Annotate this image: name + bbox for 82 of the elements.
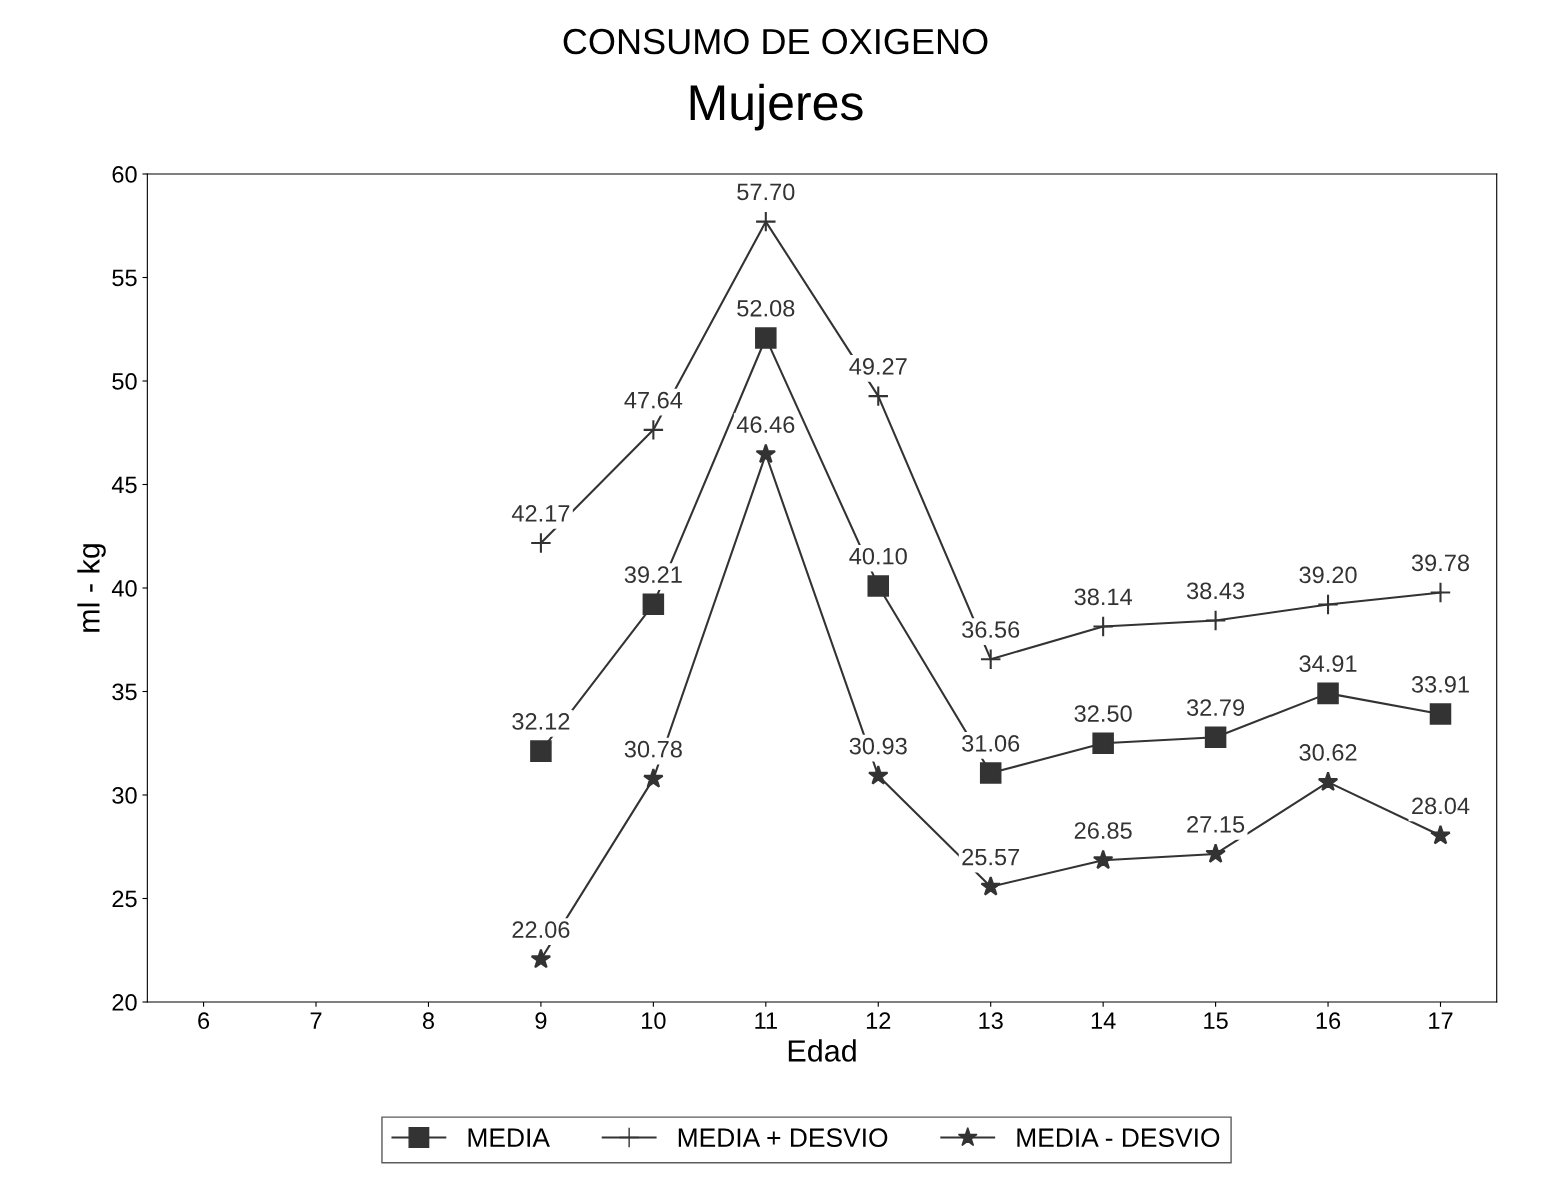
- data-label: 32.12: [512, 713, 570, 730]
- y-tick-label: 45: [111, 476, 137, 494]
- point: [980, 875, 1001, 896]
- data-label: 38.43: [1186, 582, 1245, 600]
- legend-label: MEDIA: [468, 1128, 550, 1147]
- x-tick-label: 10: [642, 1012, 666, 1030]
- data-label: 31.06: [962, 735, 1020, 752]
- data-label: 25.57: [962, 848, 1020, 866]
- data-label: 57.70: [737, 183, 795, 201]
- data-label: 47.64: [624, 391, 683, 409]
- point: [1317, 682, 1339, 705]
- chart-title: CONSUMO DE OXIGENO: [563, 28, 988, 55]
- data-label: 46.46: [736, 416, 795, 433]
- x-tick-label: 7: [310, 1012, 322, 1029]
- point: [1205, 843, 1226, 863]
- data-label: 26.85: [1074, 822, 1132, 839]
- y-tick-label: 55: [112, 269, 137, 287]
- point: [979, 762, 1002, 784]
- y-tick-label: 30: [112, 787, 137, 804]
- data-label: 38.14: [1074, 588, 1132, 606]
- data-label: 52.08: [737, 299, 795, 317]
- point: [1204, 726, 1227, 749]
- x-tick-label: 9: [535, 1012, 547, 1030]
- point: [1092, 615, 1114, 638]
- point: [530, 740, 552, 762]
- x-tick-label: 16: [1316, 1012, 1341, 1030]
- y-tick-label: 35: [112, 683, 137, 701]
- point: [867, 385, 890, 407]
- y-tick-label: 40: [111, 580, 137, 597]
- point: [755, 210, 777, 233]
- data-label: 30.62: [1299, 744, 1357, 761]
- x-axis-title: Edad: [788, 1039, 856, 1062]
- point: [755, 443, 777, 464]
- data-label: 36.56: [962, 621, 1020, 638]
- x-tick-label: 17: [1429, 1012, 1453, 1029]
- x-tick-label: 8: [422, 1012, 434, 1030]
- legend-label: MEDIA + DESVIO: [678, 1128, 888, 1148]
- x-tick-label: 12: [866, 1012, 891, 1029]
- data-label: 32.50: [1074, 705, 1132, 722]
- data-label: 30.93: [849, 737, 907, 755]
- data-label: 39.78: [1411, 554, 1470, 572]
- point: [1317, 593, 1339, 616]
- x-tick-label: 11: [755, 1012, 777, 1029]
- y-axis-title: ml - kg: [77, 544, 106, 632]
- point: [979, 648, 1002, 670]
- data-label: 40.10: [849, 547, 907, 565]
- x-tick-label: 15: [1204, 1012, 1228, 1030]
- point: [642, 419, 665, 441]
- point: [1430, 824, 1451, 845]
- x-tick-label: 13: [979, 1012, 1003, 1030]
- point: [1429, 581, 1452, 604]
- point: [755, 327, 777, 349]
- point: [867, 764, 889, 785]
- data-label: 27.15: [1187, 815, 1245, 833]
- point: [1092, 732, 1114, 755]
- point: [530, 948, 552, 969]
- point: [1317, 771, 1339, 792]
- y-tick-label: 20: [112, 994, 137, 1011]
- y-tick-label: 50: [112, 373, 137, 390]
- x-tick-label: 6: [198, 1012, 210, 1030]
- point: [1204, 609, 1227, 632]
- data-label: 49.27: [849, 358, 907, 375]
- chart-subtitle: Mujeres: [690, 83, 863, 131]
- point: [642, 593, 665, 616]
- y-tick-label: 60: [112, 166, 137, 183]
- legend-label: MEDIA - DESVIO: [1017, 1128, 1220, 1148]
- data-label: 28.04: [1412, 797, 1470, 815]
- y-tick-label: 25: [112, 890, 137, 908]
- data-label: 39.21: [624, 566, 682, 584]
- data-label: 39.20: [1299, 566, 1357, 584]
- point: [1092, 849, 1114, 870]
- data-label: 34.91: [1299, 655, 1357, 673]
- point: [643, 768, 664, 788]
- point: [530, 532, 552, 554]
- data-label: 22.06: [512, 921, 570, 939]
- data-label: 42.17: [511, 505, 570, 522]
- data-label: 33.91: [1411, 676, 1469, 693]
- data-label: 30.78: [624, 740, 682, 758]
- x-tick-label: 14: [1091, 1012, 1116, 1029]
- point: [867, 575, 890, 597]
- point: [1429, 703, 1452, 725]
- data-label: 32.79: [1186, 699, 1245, 716]
